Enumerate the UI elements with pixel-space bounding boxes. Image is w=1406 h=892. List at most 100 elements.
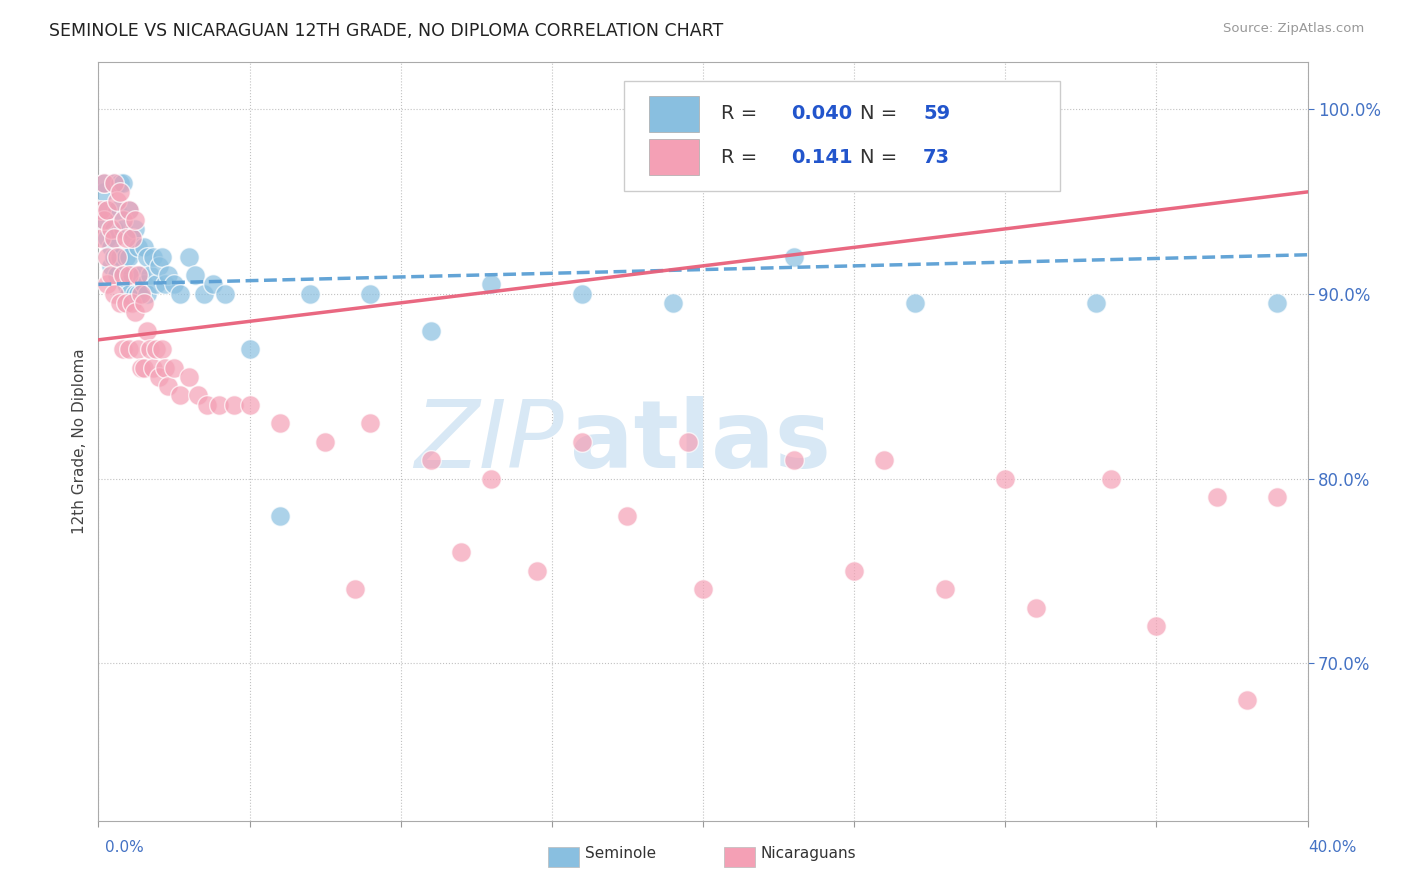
- Point: [108, 185, 131, 199]
- Point: [127, 342, 149, 356]
- Point: [114, 231, 136, 245]
- Point: [103, 286, 125, 301]
- Point: [269, 416, 291, 430]
- Point: [121, 231, 143, 245]
- Point: [299, 286, 322, 301]
- Point: [1144, 619, 1167, 633]
- Point: [676, 434, 699, 449]
- Point: [103, 222, 125, 236]
- Point: [360, 286, 382, 301]
- Point: [135, 250, 157, 264]
- Point: [96, 250, 118, 264]
- Point: [93, 212, 115, 227]
- Point: [105, 194, 128, 208]
- Point: [1206, 490, 1229, 504]
- Text: 0.0%: 0.0%: [105, 840, 145, 855]
- Point: [96, 231, 118, 245]
- Point: [114, 250, 136, 264]
- Point: [692, 582, 714, 597]
- Point: [103, 231, 125, 245]
- Point: [150, 342, 173, 356]
- Text: 0.040: 0.040: [792, 104, 852, 123]
- Point: [156, 268, 179, 282]
- Point: [142, 250, 165, 264]
- Point: [224, 398, 246, 412]
- Point: [100, 240, 122, 254]
- Point: [1085, 296, 1108, 310]
- Point: [105, 203, 128, 218]
- FancyBboxPatch shape: [648, 95, 699, 132]
- Point: [105, 268, 128, 282]
- Point: [132, 240, 155, 254]
- Point: [1024, 601, 1046, 615]
- Point: [93, 176, 115, 190]
- Text: R =: R =: [721, 104, 763, 123]
- Point: [481, 277, 503, 292]
- Point: [1267, 490, 1289, 504]
- Point: [139, 268, 162, 282]
- Point: [111, 222, 134, 236]
- FancyBboxPatch shape: [648, 139, 699, 176]
- Point: [156, 379, 179, 393]
- Point: [844, 564, 866, 578]
- Point: [100, 259, 122, 273]
- Point: [124, 286, 146, 301]
- Point: [169, 388, 191, 402]
- Point: [135, 324, 157, 338]
- Point: [148, 369, 170, 384]
- Point: [108, 176, 131, 190]
- Point: [96, 203, 118, 218]
- Point: [526, 564, 548, 578]
- Text: R =: R =: [721, 148, 770, 167]
- Point: [481, 471, 503, 485]
- Point: [111, 268, 134, 282]
- Point: [129, 286, 152, 301]
- Text: N =: N =: [860, 104, 904, 123]
- Point: [93, 185, 115, 199]
- Point: [571, 286, 593, 301]
- Point: [90, 231, 112, 245]
- Point: [904, 296, 927, 310]
- Point: [269, 508, 291, 523]
- Point: [124, 212, 146, 227]
- Point: [179, 250, 201, 264]
- Point: [129, 268, 152, 282]
- Point: [571, 434, 593, 449]
- Point: [163, 277, 186, 292]
- Point: [118, 268, 141, 282]
- Point: [1267, 296, 1289, 310]
- Text: Nicaraguans: Nicaraguans: [761, 847, 856, 861]
- Point: [103, 176, 125, 190]
- Point: [661, 296, 683, 310]
- Point: [108, 250, 131, 264]
- Text: SEMINOLE VS NICARAGUAN 12TH GRADE, NO DIPLOMA CORRELATION CHART: SEMINOLE VS NICARAGUAN 12TH GRADE, NO DI…: [49, 22, 724, 40]
- Point: [90, 212, 112, 227]
- Point: [111, 176, 134, 190]
- Point: [118, 203, 141, 218]
- Point: [450, 545, 472, 559]
- Point: [208, 398, 231, 412]
- Point: [111, 342, 134, 356]
- Point: [108, 296, 131, 310]
- Point: [344, 582, 367, 597]
- Point: [127, 286, 149, 301]
- Point: [783, 250, 806, 264]
- Text: Source: ZipAtlas.com: Source: ZipAtlas.com: [1223, 22, 1364, 36]
- Text: 73: 73: [924, 148, 950, 167]
- Point: [124, 305, 146, 319]
- Point: [121, 296, 143, 310]
- Point: [127, 268, 149, 282]
- Point: [103, 176, 125, 190]
- Point: [142, 360, 165, 375]
- Point: [783, 453, 806, 467]
- Text: Seminole: Seminole: [585, 847, 657, 861]
- Point: [132, 277, 155, 292]
- Point: [135, 286, 157, 301]
- Point: [124, 222, 146, 236]
- Point: [420, 324, 443, 338]
- Point: [132, 296, 155, 310]
- Point: [202, 277, 225, 292]
- Point: [118, 342, 141, 356]
- Point: [100, 268, 122, 282]
- Point: [150, 250, 173, 264]
